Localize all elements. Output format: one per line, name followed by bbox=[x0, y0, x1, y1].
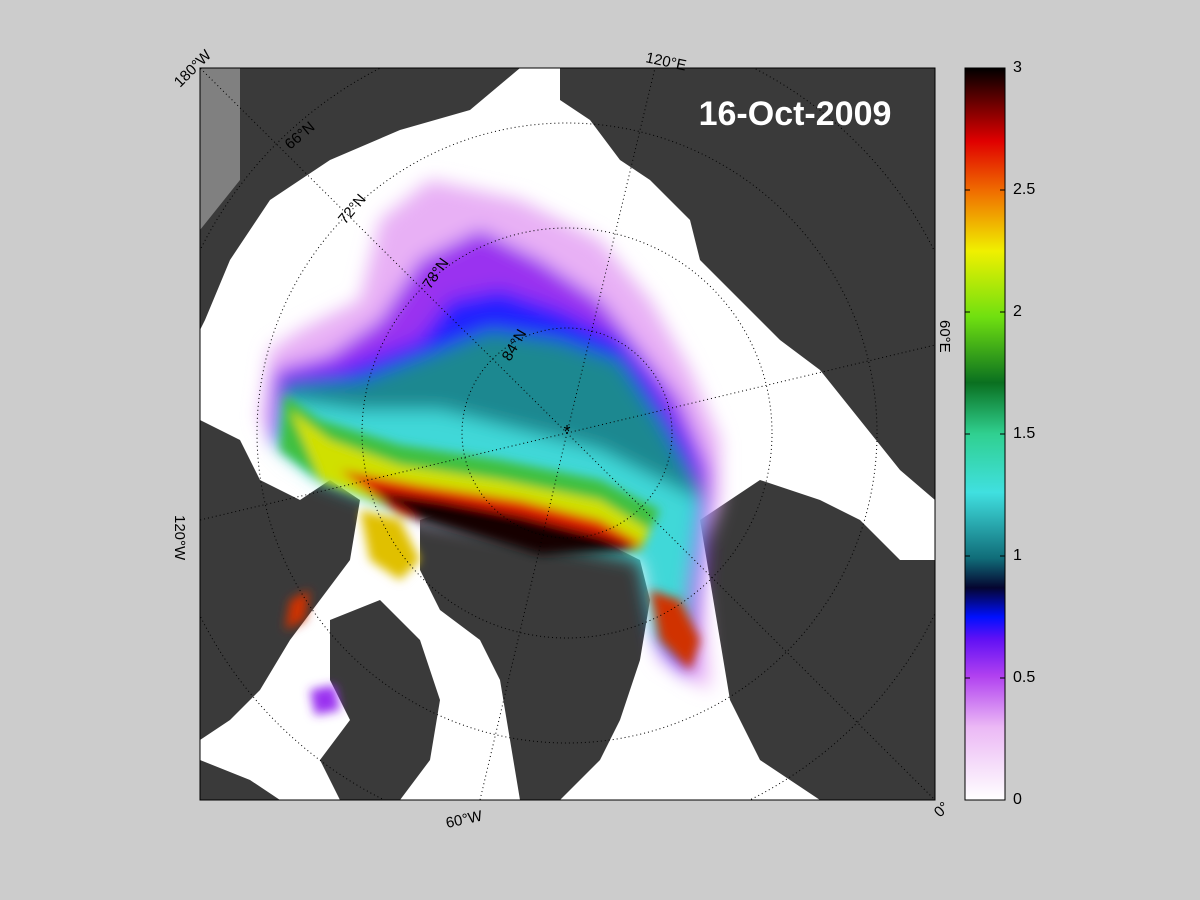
longitude-label: 0° bbox=[931, 799, 953, 821]
map: * bbox=[200, 68, 935, 800]
colorbar bbox=[964, 67, 1006, 801]
colorbar-tick-label: 1.5 bbox=[1013, 425, 1035, 442]
colorbar-tick-label: 0.5 bbox=[1013, 669, 1035, 686]
date-title: 16-Oct-2009 bbox=[699, 95, 892, 133]
colorbar-tick-label: 1 bbox=[1013, 547, 1022, 564]
map-frame bbox=[199, 67, 936, 801]
graticule bbox=[200, 68, 935, 800]
colorbar-tick-label: 3 bbox=[1013, 59, 1022, 76]
land bbox=[200, 68, 935, 800]
longitude-label: 120°W bbox=[171, 515, 188, 561]
colorbar-tick-label: 0 bbox=[1013, 791, 1022, 808]
longitude-label: 60°W bbox=[444, 807, 484, 831]
colorbar-tick-label: 2 bbox=[1013, 303, 1022, 320]
longitude-label: 60°E bbox=[936, 320, 953, 353]
pole-marker: * bbox=[563, 422, 570, 442]
land-shade bbox=[200, 68, 240, 230]
colorbar-tick-label: 2.5 bbox=[1013, 181, 1035, 198]
